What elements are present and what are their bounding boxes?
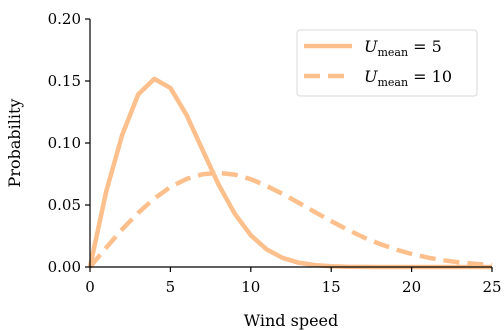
x-tick-label: 0: [85, 278, 95, 296]
x-tick-label: 15: [322, 278, 341, 296]
y-tick-label: 0.05: [48, 196, 81, 214]
y-tick-label: 0.10: [48, 134, 81, 152]
y-tick-label: 0.00: [48, 258, 81, 276]
x-axis-label: Wind speed: [244, 311, 339, 330]
x-tick-label: 10: [241, 278, 260, 296]
y-tick-label: 0.20: [48, 10, 81, 28]
x-tick-label: 20: [402, 278, 421, 296]
legend: Umean = 5 Umean = 10: [296, 29, 478, 97]
y-axis-label: Probability: [5, 99, 24, 188]
series-line-0: [87, 76, 492, 270]
series-layer: [87, 76, 493, 270]
x-tick-label: 5: [166, 278, 176, 296]
x-tick-label: 25: [482, 278, 501, 296]
ticks: 0 5 10 15 20 25 0.00 0.05 0.10 0.15 0.20: [48, 10, 502, 296]
series-line-1: [88, 170, 493, 269]
y-tick-label: 0.15: [48, 72, 81, 90]
legend-label-solid: Umean = 5: [364, 37, 442, 59]
legend-label-dashed: Umean = 10: [364, 67, 452, 89]
